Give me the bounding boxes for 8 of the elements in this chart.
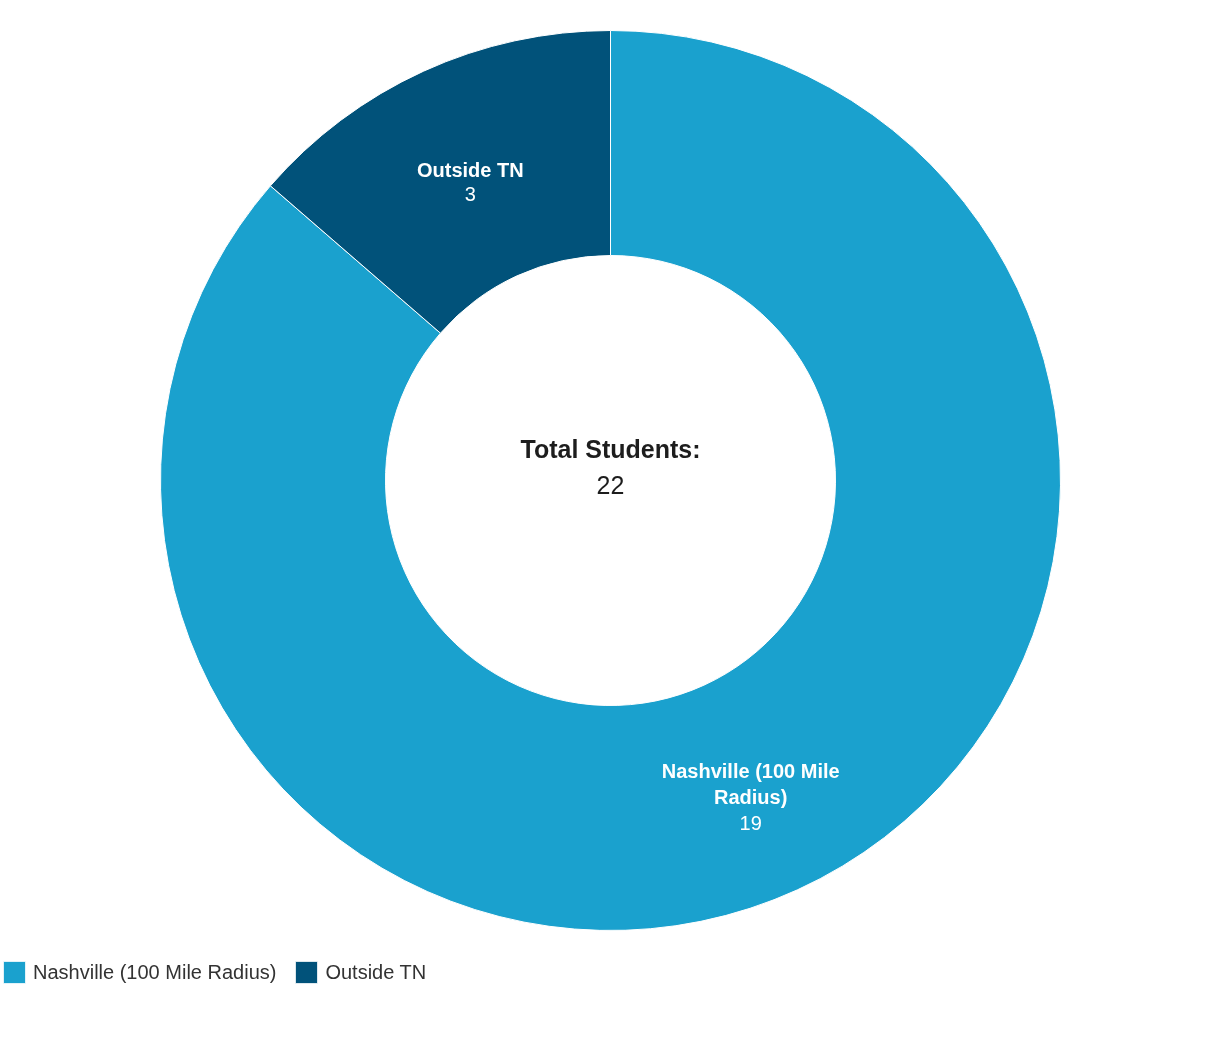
slice-label: Nashville (100 Mile Radius) [661,759,840,808]
text: 22 [596,470,625,499]
slice-label: Outside TN [416,159,524,182]
legend-label: Outside TN [325,960,427,984]
data-label: 19 [739,811,762,834]
text: Total Students: [520,434,701,463]
legend-label: Nashville (100 Mile Radius) [33,960,277,984]
data-label: 3 [464,183,476,206]
